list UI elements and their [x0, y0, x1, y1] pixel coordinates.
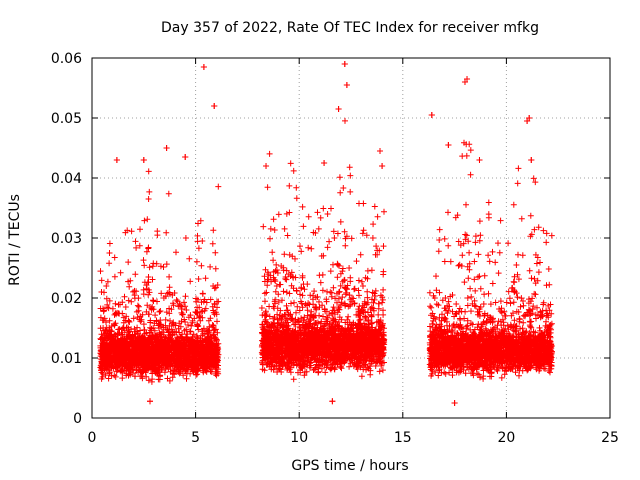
- y-tick-label: 0.06: [51, 51, 82, 67]
- roti-series-points: [97, 61, 555, 406]
- data-point: [461, 79, 468, 85]
- data-point: [113, 157, 120, 163]
- y-tick-label: 0: [73, 411, 82, 427]
- data-point: [335, 106, 342, 112]
- data-point: [528, 157, 535, 163]
- y-tick-label: 0.03: [51, 231, 82, 247]
- data-point: [263, 163, 270, 169]
- data-point: [428, 112, 435, 118]
- data-point: [182, 154, 189, 160]
- data-point: [200, 64, 207, 70]
- data-point: [476, 157, 483, 163]
- data-point: [140, 157, 147, 163]
- data-points: [97, 61, 555, 406]
- data-point: [341, 61, 348, 67]
- y-axis-label: ROTI / TECUs: [7, 194, 23, 286]
- data-point: [211, 103, 218, 109]
- x-axis-label: GPS time / hours: [291, 458, 408, 474]
- data-point: [445, 142, 452, 148]
- data-point: [379, 163, 386, 169]
- y-tick-label: 0.02: [51, 291, 82, 307]
- data-point: [526, 115, 533, 121]
- x-tick-label: 20: [497, 430, 515, 446]
- x-tick-label: 5: [191, 430, 200, 446]
- data-point: [377, 148, 384, 154]
- y-tick-label: 0.05: [51, 111, 82, 127]
- data-point: [451, 400, 458, 406]
- axis-ticks: [91, 57, 611, 419]
- x-tick-label: 25: [601, 430, 619, 446]
- data-point: [343, 82, 350, 88]
- x-tick-label: 0: [88, 430, 97, 446]
- data-point: [329, 398, 336, 405]
- y-tick-label: 0.01: [51, 351, 82, 367]
- data-point: [321, 160, 328, 166]
- x-tick-labels: 0 5 10 15 20 25: [88, 430, 619, 446]
- y-tick-label: 0.04: [51, 171, 82, 187]
- chart-title: Day 357 of 2022, Rate Of TEC Index for r…: [161, 20, 539, 36]
- x-tick-label: 15: [394, 430, 412, 446]
- data-point: [147, 398, 154, 405]
- y-tick-labels: 0 0.01 0.02 0.03 0.04 0.05 0.06: [51, 51, 82, 427]
- data-point: [163, 145, 170, 151]
- x-tick-label: 10: [290, 430, 308, 446]
